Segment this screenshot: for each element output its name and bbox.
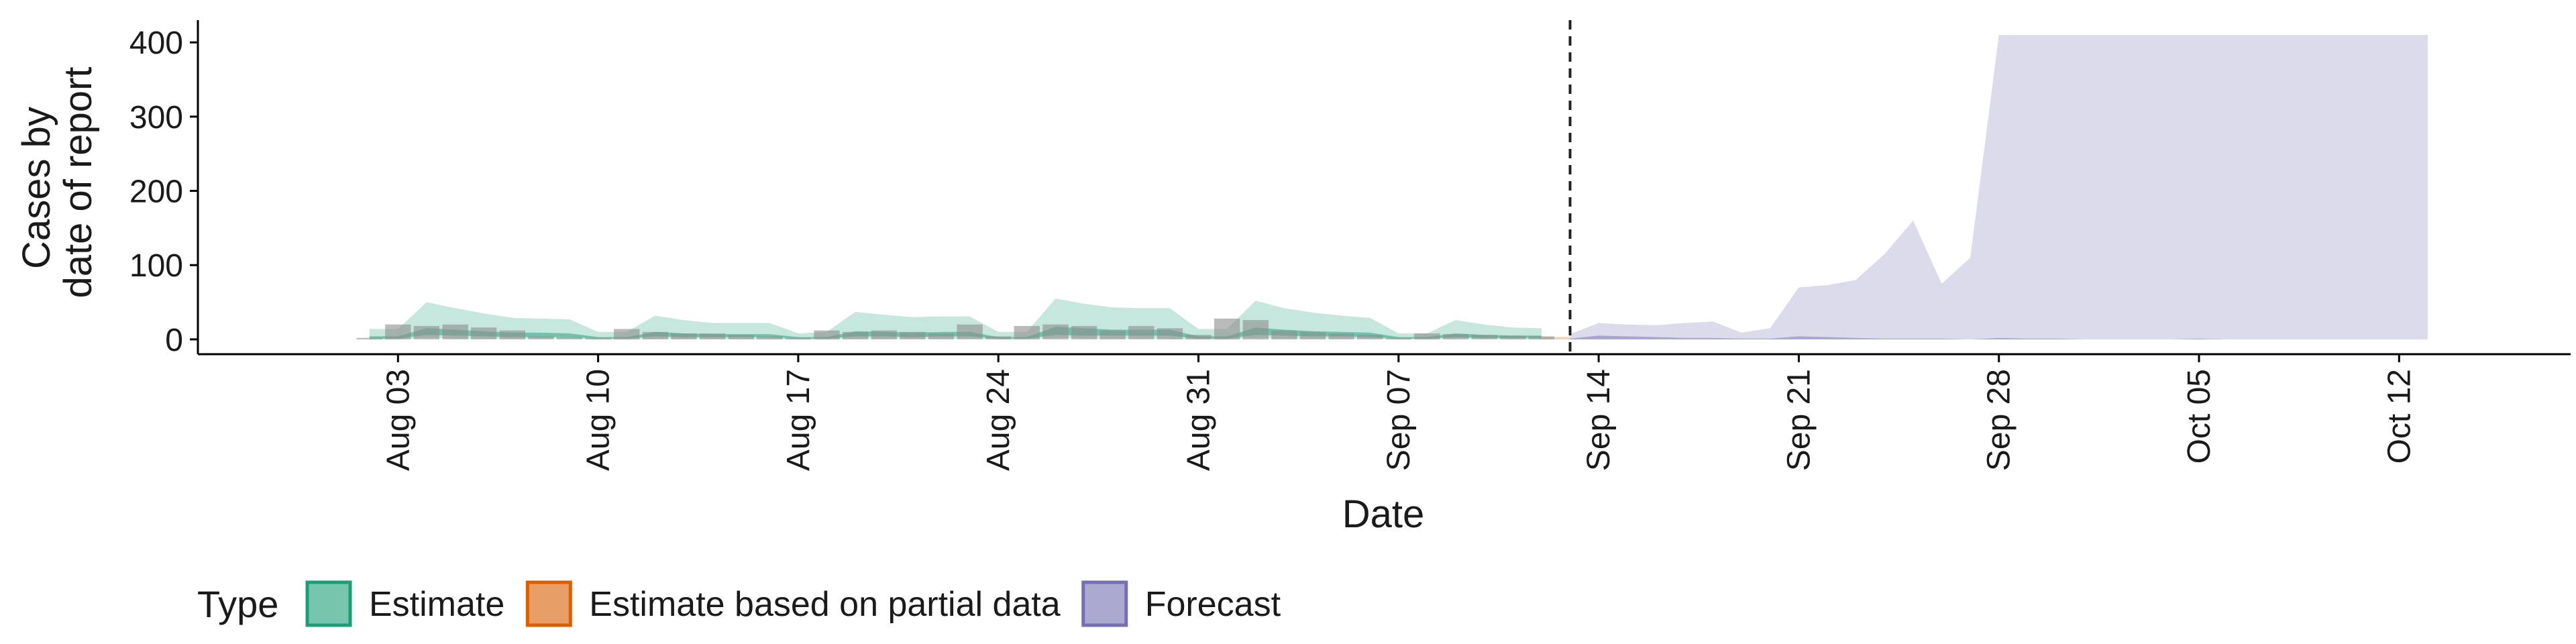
- legend-swatch: [305, 580, 352, 627]
- reported-bar: [614, 329, 640, 339]
- legend-items: Estimate Estimate based on partial data Fo…: [305, 580, 1281, 627]
- reported-bar: [985, 336, 1012, 339]
- reported-cases-bars: [356, 318, 1555, 339]
- x-tick-label: Aug 31: [1181, 369, 1217, 471]
- reported-bar: [757, 336, 783, 339]
- reported-bar: [900, 331, 926, 339]
- forecast-inner-band: [1570, 335, 2428, 339]
- reported-bar: [671, 333, 697, 339]
- reported-bar: [699, 333, 726, 339]
- reported-bar: [1014, 325, 1040, 339]
- reported-bar: [1128, 325, 1155, 339]
- reported-bar: [1185, 335, 1212, 339]
- reported-bar: [1157, 328, 1183, 339]
- reported-bar: [1242, 320, 1269, 339]
- reported-bar: [642, 331, 669, 339]
- y-tick-label: 300: [129, 100, 183, 136]
- reported-bar: [1271, 330, 1297, 339]
- estimate-layer: [369, 299, 1542, 339]
- forecast-layer: [1570, 35, 2428, 339]
- reported-bar: [957, 324, 983, 339]
- reported-bar: [1099, 330, 1126, 339]
- y-axis-label: Cases by date of report: [15, 67, 100, 299]
- reported-bar: [1528, 336, 1555, 339]
- reported-bar: [1500, 335, 1526, 339]
- reported-bar: [843, 331, 869, 339]
- reported-bar: [785, 337, 812, 339]
- plot-area: [356, 20, 2428, 354]
- reported-bar: [871, 330, 897, 339]
- y-tick-label: 200: [129, 174, 183, 210]
- y-tick-label: 400: [129, 25, 183, 61]
- reported-bar: [442, 324, 468, 339]
- x-tick-label: Aug 17: [781, 369, 816, 471]
- x-tick-label: Sep 21: [1781, 369, 1817, 471]
- reported-bar: [556, 337, 583, 339]
- reported-bar: [1357, 335, 1383, 339]
- reported-bar: [1328, 333, 1354, 339]
- y-axis-label-line-1: Cases by: [15, 107, 58, 269]
- x-tick-label: Oct 12: [2381, 369, 2417, 464]
- x-tick-label: Aug 03: [380, 369, 416, 471]
- y-tick-label: 100: [129, 248, 183, 284]
- x-tick-label: Oct 05: [2182, 369, 2217, 464]
- reported-bar: [528, 336, 554, 339]
- legend-swatch: [525, 580, 572, 627]
- reported-bar: [1071, 325, 1097, 339]
- reported-bar: [499, 330, 525, 339]
- x-tick-label: Sep 28: [1982, 369, 2017, 471]
- forecast-outer-band: [1570, 35, 2428, 339]
- x-tick-label: Aug 10: [581, 369, 616, 471]
- reported-bar: [471, 327, 497, 339]
- y-axis-label-line-2: date of report: [56, 67, 100, 299]
- reported-bar: [928, 333, 955, 339]
- legend-label: Estimate based on partial data: [589, 585, 1061, 624]
- reported-bar: [1471, 335, 1497, 339]
- reported-bar: [1042, 324, 1069, 339]
- reported-bar: [1442, 334, 1469, 339]
- reported-bar: [585, 337, 611, 339]
- reported-bar: [1299, 331, 1326, 339]
- reported-bar: [413, 325, 440, 339]
- legend: Type Estimate Estimate based on partial d…: [197, 580, 1281, 627]
- reported-bar: [728, 335, 754, 339]
- reported-bar: [385, 324, 411, 339]
- x-tick-label: Aug 24: [981, 369, 1016, 471]
- x-axis-label: Date: [1342, 492, 1425, 536]
- reported-bar: [814, 330, 840, 339]
- reported-bar: [1414, 333, 1440, 339]
- legend-swatch: [1081, 580, 1128, 627]
- reported-bar: [1385, 337, 1411, 339]
- reported-bar: [1214, 318, 1240, 339]
- reported-bar: [356, 337, 382, 339]
- x-tick-label: Sep 07: [1381, 369, 1417, 471]
- y-axis-ticks: 0 100 200 300 400: [129, 25, 198, 358]
- x-tick-label: Sep 14: [1581, 369, 1617, 471]
- legend-label: Estimate: [369, 585, 504, 624]
- legend-title: Type: [197, 583, 278, 625]
- x-axis-ticks: Aug 03 Aug 10 Aug 17 Aug 24 Aug 31 Sep 07 Sep …: [380, 354, 2417, 471]
- y-tick-label: 0: [165, 323, 183, 358]
- legend-label: Forecast: [1145, 585, 1281, 624]
